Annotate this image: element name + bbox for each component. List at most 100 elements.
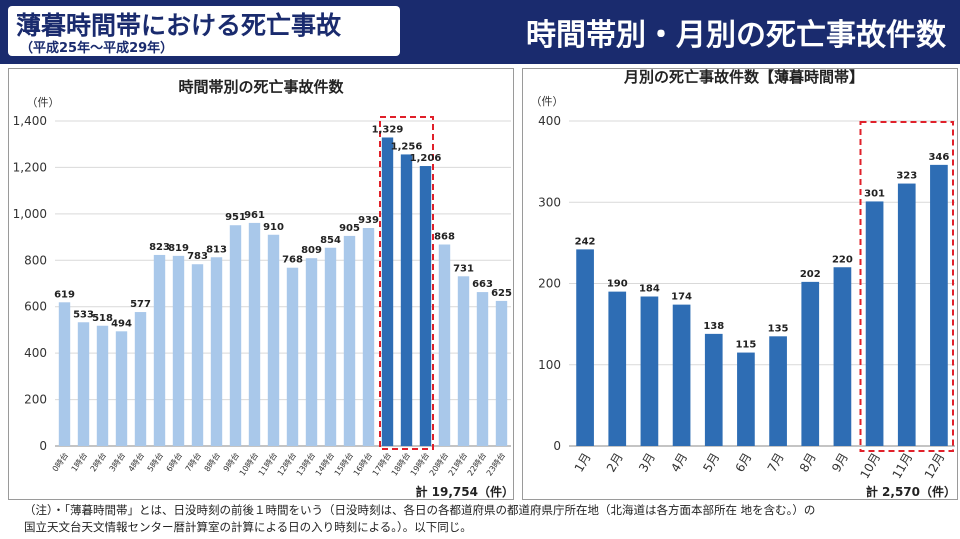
x-tick-label: 7時台 xyxy=(183,450,203,473)
x-tick-label: 7月 xyxy=(765,451,787,475)
bar xyxy=(134,312,147,446)
data-label: 939 xyxy=(358,215,379,226)
data-label: 910 xyxy=(263,222,284,233)
x-tick-label: 8時台 xyxy=(202,450,222,473)
header-bar: 薄暮時間帯における死亡事故 （平成25年～平成29年） 時間帯別・月別の死亡事故… xyxy=(0,0,960,64)
x-tick-label: 1月 xyxy=(572,451,594,475)
data-label: 115 xyxy=(735,340,756,351)
x-tick-label: 9月 xyxy=(829,451,851,475)
data-label: 346 xyxy=(928,152,949,163)
bar xyxy=(672,304,691,446)
total-label: 計 19,754（件） xyxy=(416,484,515,499)
data-label: 819 xyxy=(168,243,189,254)
data-label: 813 xyxy=(206,244,227,255)
y-tick-label: 1,200 xyxy=(13,160,47,174)
x-tick-label: 23時台 xyxy=(484,450,507,477)
bar xyxy=(576,249,594,446)
data-label: 783 xyxy=(187,251,208,262)
bar xyxy=(737,352,755,446)
bar xyxy=(769,336,787,446)
bar xyxy=(930,164,948,446)
footnote-line-1: （注）・「薄暮時間帯」とは、日没時刻の前後１時間をいう（日没時刻は、各日の各都道… xyxy=(24,503,816,517)
y-tick-label: 0 xyxy=(553,439,561,453)
bar xyxy=(248,222,261,446)
hourly-chart-panel: 時間帯別の死亡事故件数 （件） 0 200 400 600 800 1,000 1,200 1,4… xyxy=(8,68,514,500)
data-label: 301 xyxy=(864,188,885,199)
bar xyxy=(191,264,204,446)
data-label: 135 xyxy=(768,323,789,334)
bar xyxy=(495,300,508,446)
bar xyxy=(172,255,185,446)
hourly-chart: 時間帯別の死亡事故件数 （件） 0 200 400 600 800 1,000 1,200 1,4… xyxy=(13,78,515,499)
bar xyxy=(58,302,71,446)
bar xyxy=(608,291,627,446)
bar xyxy=(286,267,299,446)
data-label: 1,206 xyxy=(410,153,442,164)
highlight-box xyxy=(379,116,434,450)
monthly-chart: 月別の死亡事故件数【薄暮時間帯】 （件） 0 100 200 300 400 242 1月 190… xyxy=(531,68,957,499)
x-tick-label: 6時台 xyxy=(164,450,184,473)
y-tick-label: 0 xyxy=(39,439,47,453)
y-tick-label: 400 xyxy=(538,114,561,128)
data-label: 663 xyxy=(472,279,493,290)
y-tick-label: 800 xyxy=(24,253,47,267)
y-tick-label: 200 xyxy=(24,393,47,407)
bar xyxy=(865,201,884,446)
bar xyxy=(419,166,432,446)
bar xyxy=(457,276,470,446)
x-tick-label: 5月 xyxy=(700,451,722,475)
x-tick-label: 3時台 xyxy=(107,450,127,473)
bar xyxy=(153,254,166,446)
data-label: 619 xyxy=(54,289,75,300)
bar xyxy=(400,154,413,446)
bar xyxy=(77,322,90,446)
x-tick-label: 1時台 xyxy=(69,450,89,473)
data-label: 823 xyxy=(149,242,170,253)
data-label: 533 xyxy=(73,309,94,320)
bar xyxy=(381,137,394,446)
data-label: 494 xyxy=(111,318,132,329)
x-tick-label: 11月 xyxy=(890,451,916,482)
chart-title: 時間帯別の死亡事故件数 xyxy=(178,78,344,96)
total-label: 計 2,570（件） xyxy=(866,484,956,499)
x-tick-label: 6月 xyxy=(733,451,755,475)
y-tick-label: 1,000 xyxy=(13,207,47,221)
bar xyxy=(267,234,280,446)
x-tick-label: 10月 xyxy=(857,451,883,482)
y-axis-unit: （件） xyxy=(531,95,564,108)
data-label: 768 xyxy=(282,255,303,266)
data-label: 951 xyxy=(225,212,246,223)
x-tick-label: 12月 xyxy=(922,451,948,482)
data-label: 731 xyxy=(453,263,474,274)
data-label: 577 xyxy=(130,299,151,310)
bar xyxy=(210,257,223,446)
data-label: 323 xyxy=(896,171,917,182)
data-label: 242 xyxy=(575,236,596,247)
data-label: 174 xyxy=(671,292,692,303)
data-label: 518 xyxy=(92,313,113,324)
x-tick-label: 0時台 xyxy=(50,450,70,473)
page-title: 薄暮時間帯における死亡事故 xyxy=(16,11,342,40)
bar xyxy=(476,292,489,446)
bar xyxy=(833,267,852,446)
y-tick-label: 100 xyxy=(538,358,561,372)
bar xyxy=(96,325,109,446)
x-tick-label: 4月 xyxy=(668,451,690,475)
data-label: 1,329 xyxy=(372,124,404,135)
bar xyxy=(229,225,242,446)
footnote: （注）・「薄暮時間帯」とは、日没時刻の前後１時間をいう（日没時刻は、各日の各都道… xyxy=(24,502,944,536)
data-label: 184 xyxy=(639,284,660,295)
y-tick-label: 1,400 xyxy=(13,114,47,128)
data-label: 854 xyxy=(320,235,341,246)
bar xyxy=(801,281,820,446)
x-tick-label: 4時台 xyxy=(126,450,146,473)
y-tick-label: 300 xyxy=(538,195,561,209)
bar xyxy=(362,228,375,446)
data-label: 138 xyxy=(703,321,724,332)
data-label: 809 xyxy=(301,245,322,256)
data-label: 625 xyxy=(491,288,512,299)
header-title-box xyxy=(8,6,400,56)
data-label: 1,256 xyxy=(391,141,423,152)
y-tick-label: 400 xyxy=(24,346,47,360)
data-label: 220 xyxy=(832,254,853,265)
